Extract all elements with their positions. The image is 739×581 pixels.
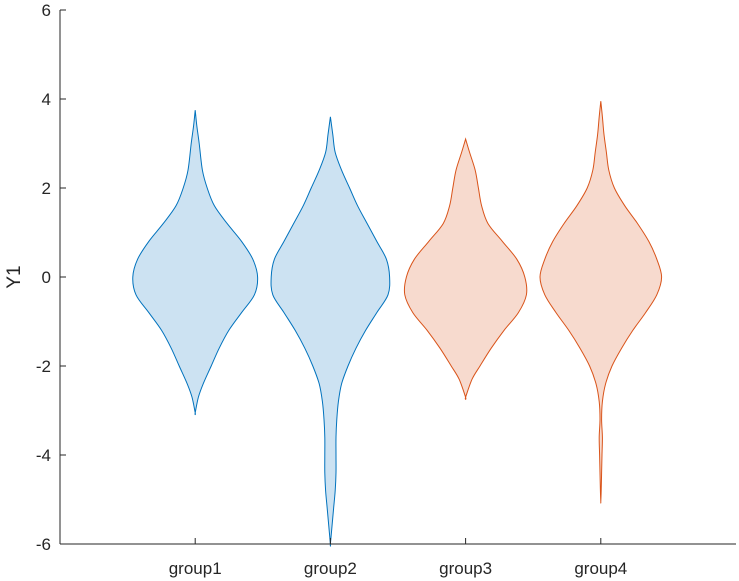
x-tick-label: group1: [169, 559, 222, 578]
x-tick-label: group3: [439, 559, 492, 578]
y-ticks: -6 -4 -2 0 2 4 6: [36, 1, 66, 554]
y-tick-label: 0: [42, 268, 51, 287]
x-tick-label: group4: [574, 559, 627, 578]
y-tick-label: 4: [42, 90, 51, 109]
y-tick-label: 2: [42, 179, 51, 198]
x-tick-label: group2: [304, 559, 357, 578]
x-ticks: group1 group2 group3 group4: [169, 538, 627, 578]
y-axis-label: Y1: [4, 265, 25, 288]
y-tick-label: -2: [36, 357, 51, 376]
violin-group3: [403, 137, 528, 400]
y-tick-label: -6: [36, 535, 51, 554]
y-tick-label: -4: [36, 446, 51, 465]
violin-group4: [539, 101, 663, 504]
violin-group2: [270, 116, 391, 547]
violin-group1: [132, 110, 259, 416]
y-tick-label: 6: [42, 1, 51, 20]
violin-group: [132, 101, 663, 547]
